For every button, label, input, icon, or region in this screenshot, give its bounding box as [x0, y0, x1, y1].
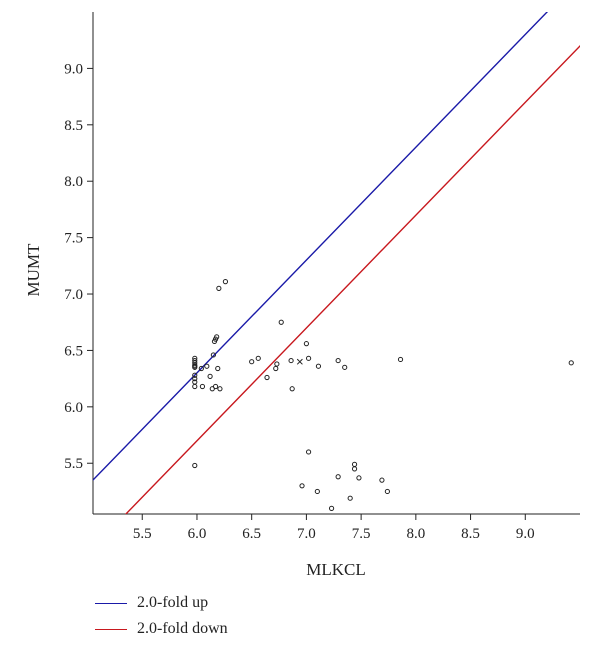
- data-point: [192, 364, 198, 370]
- plot-area: 5.5 6.0 6.5 7.0 7.5 8.0 8.5 9.0 5.5 6.0 6.5 7.0 7.5 8…: [64, 12, 580, 542]
- data-point: [314, 488, 320, 495]
- data-point: [568, 360, 574, 366]
- data-point: [192, 372, 198, 378]
- fold-up-line: [93, 12, 549, 482]
- data-point: [335, 474, 341, 480]
- data-point: [335, 357, 341, 364]
- data-point: [278, 319, 284, 325]
- legend-swatch-fold-up: [95, 602, 127, 604]
- x-tick-label: 5.5: [133, 526, 152, 542]
- data-point: [249, 359, 255, 365]
- y-tick-label: 6.0: [64, 400, 83, 416]
- data-point: [328, 505, 335, 511]
- y-tick-label: 9.0: [64, 61, 83, 77]
- data-point: [214, 334, 220, 340]
- x-tick-label: 9.0: [516, 526, 535, 542]
- data-point: [315, 363, 322, 369]
- y-tick-label: 8.0: [64, 174, 83, 190]
- data-point: [215, 365, 221, 372]
- data-point: [351, 461, 358, 467]
- data-point: [288, 357, 294, 364]
- data-point: [255, 355, 261, 361]
- data-point: [305, 355, 312, 361]
- x-tick-label: 8.0: [406, 526, 425, 542]
- data-point: [274, 361, 280, 367]
- legend-label-fold-up: 2.0-fold up: [137, 594, 209, 611]
- legend-swatch-fold-down: [95, 628, 127, 630]
- y-tick-label: 8.5: [64, 118, 83, 134]
- data-point: [384, 488, 390, 495]
- scatter-chart: 5.5 6.0 6.5 7.0 7.5 8.0 8.5 9.0 5.5 6.0 6.5 7.0 7.5 8…: [24, 12, 580, 579]
- data-point: [303, 341, 310, 347]
- data-point: [192, 462, 198, 469]
- x-tick-label: 6.5: [242, 526, 261, 542]
- fold-down-line: [124, 44, 580, 514]
- data-point: [305, 449, 312, 455]
- legend: 2.0-fold up 2.0-fold down: [95, 590, 228, 642]
- data-point: [356, 475, 362, 481]
- data-point: [198, 365, 204, 372]
- data-point: [379, 477, 385, 483]
- data-point: [264, 374, 270, 381]
- y-tick-label: 5.5: [64, 456, 83, 472]
- data-point: [222, 279, 229, 285]
- legend-item-fold-up: 2.0-fold up: [95, 590, 228, 616]
- data-point: [199, 383, 206, 390]
- legend-item-fold-down: 2.0-fold down: [95, 616, 228, 642]
- y-tick-label: 6.5: [64, 343, 83, 359]
- data-point: [342, 364, 348, 370]
- y-axis-title: MUMT: [24, 243, 43, 297]
- cross-marker: [296, 358, 303, 365]
- x-tick-label: 7.5: [352, 526, 371, 542]
- data-point: [216, 285, 222, 291]
- data-point: [210, 352, 216, 358]
- data-point: [273, 365, 279, 372]
- x-axis-title: MLKCL: [306, 560, 366, 579]
- data-point: [217, 386, 223, 392]
- data-point: [207, 373, 213, 379]
- data-point: [204, 363, 210, 369]
- data-point: [289, 386, 295, 392]
- data-point: [351, 466, 358, 472]
- x-tick-label: 7.0: [297, 526, 316, 542]
- cross-marker-stroke: [296, 358, 303, 365]
- x-tick-label: 8.5: [461, 526, 480, 542]
- data-point: [212, 383, 219, 390]
- data-point: [397, 356, 404, 363]
- data-point: [347, 495, 353, 501]
- data-point: [192, 383, 198, 390]
- legend-label-fold-down: 2.0-fold down: [137, 620, 228, 637]
- y-tick-label: 7.0: [64, 287, 83, 303]
- data-point: [192, 376, 198, 382]
- data-point: [299, 483, 305, 489]
- y-tick-label: 7.5: [64, 231, 83, 247]
- x-tick-label: 6.0: [188, 526, 207, 542]
